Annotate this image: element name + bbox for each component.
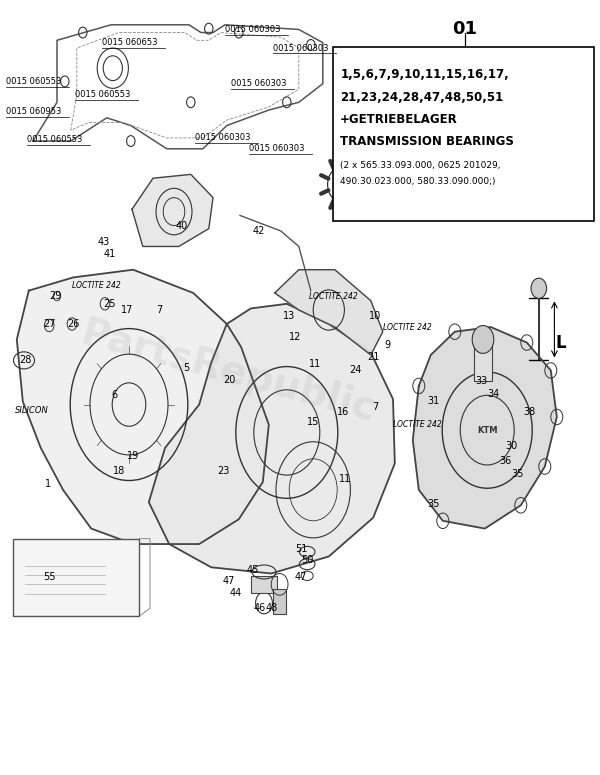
Text: PartsRepublic: PartsRepublic: [76, 315, 380, 429]
Text: LOCTITE 242: LOCTITE 242: [393, 420, 442, 429]
Text: 1: 1: [45, 480, 51, 489]
Text: 0015 060953: 0015 060953: [6, 107, 61, 116]
Text: 28: 28: [19, 356, 31, 365]
Text: 0015 060303: 0015 060303: [225, 25, 281, 34]
Text: 35: 35: [511, 470, 523, 479]
Text: 5: 5: [183, 363, 189, 373]
Circle shape: [531, 278, 547, 298]
Bar: [474, 341, 492, 381]
Text: 12: 12: [289, 332, 301, 342]
Text: 29: 29: [49, 291, 61, 301]
Text: 01: 01: [452, 20, 478, 39]
Text: 21,23,24,28,47,48,50,51: 21,23,24,28,47,48,50,51: [340, 91, 503, 105]
Text: 0015 060303: 0015 060303: [273, 43, 329, 53]
Polygon shape: [17, 270, 269, 544]
Text: 0015 060553: 0015 060553: [75, 90, 130, 99]
Text: 0015 060553: 0015 060553: [27, 135, 82, 144]
Text: (2 x 565.33.093.000, 0625 201029,: (2 x 565.33.093.000, 0625 201029,: [340, 161, 501, 170]
Text: 490.30.023.000, 580.33.090.000;): 490.30.023.000, 580.33.090.000;): [340, 177, 496, 186]
Text: 42: 42: [253, 226, 265, 236]
Text: TRANSMISSION BEARINGS: TRANSMISSION BEARINGS: [340, 135, 514, 148]
Text: 0015 060303: 0015 060303: [231, 79, 287, 88]
Text: 26: 26: [67, 319, 79, 329]
Text: 17: 17: [121, 305, 133, 315]
Text: 20: 20: [223, 375, 235, 384]
Text: 11: 11: [309, 360, 321, 369]
Text: LOCTITE 242: LOCTITE 242: [309, 291, 358, 301]
Polygon shape: [413, 327, 557, 529]
Text: 11: 11: [339, 474, 351, 484]
Text: 21: 21: [367, 352, 379, 361]
Text: SILICON: SILICON: [15, 406, 49, 415]
Text: 51: 51: [295, 544, 307, 553]
Text: 46: 46: [253, 604, 265, 613]
Text: 0015 060303: 0015 060303: [249, 144, 305, 153]
Text: LOCTITE 242: LOCTITE 242: [383, 323, 431, 332]
Text: 23: 23: [217, 467, 229, 476]
Text: 48: 48: [265, 604, 277, 613]
Bar: [13, 539, 139, 616]
Bar: [251, 576, 277, 593]
Text: 18: 18: [113, 467, 125, 476]
Bar: [273, 589, 286, 614]
Text: 50: 50: [301, 555, 313, 564]
Text: 7: 7: [372, 402, 378, 412]
Text: L: L: [556, 333, 566, 352]
Text: 36: 36: [499, 456, 511, 466]
Text: 13: 13: [283, 312, 295, 321]
Text: 15: 15: [307, 418, 319, 427]
Polygon shape: [149, 304, 395, 574]
Text: +GETRIEBELAGER: +GETRIEBELAGER: [340, 113, 458, 126]
Text: 34: 34: [487, 389, 499, 398]
Text: 9: 9: [384, 340, 390, 350]
Text: 55: 55: [43, 573, 55, 582]
Polygon shape: [275, 270, 383, 355]
Text: 0015 060303: 0015 060303: [195, 133, 251, 143]
Text: 0015 060553: 0015 060553: [6, 77, 61, 86]
Text: 27: 27: [43, 319, 55, 329]
Text: 24: 24: [349, 366, 361, 375]
Text: 45: 45: [247, 565, 259, 574]
Text: 40: 40: [175, 222, 187, 231]
Text: 6: 6: [111, 391, 117, 400]
Text: 31: 31: [427, 397, 439, 406]
Text: 41: 41: [103, 250, 115, 259]
Text: 35: 35: [427, 499, 439, 508]
FancyBboxPatch shape: [333, 46, 594, 221]
Text: 43: 43: [97, 237, 109, 246]
Text: 10: 10: [369, 312, 381, 321]
Text: 1,5,6,7,9,10,11,15,16,17,: 1,5,6,7,9,10,11,15,16,17,: [340, 68, 509, 81]
Text: 19: 19: [127, 451, 139, 460]
Text: 38: 38: [523, 408, 535, 417]
Polygon shape: [132, 174, 213, 246]
Circle shape: [472, 326, 494, 353]
Text: 0015 060653: 0015 060653: [102, 38, 157, 47]
Text: 7: 7: [156, 305, 162, 315]
Text: 25: 25: [103, 299, 115, 308]
Text: LOCTITE 242: LOCTITE 242: [72, 281, 121, 290]
Text: 47: 47: [295, 573, 307, 582]
Text: 47: 47: [223, 577, 235, 586]
Text: 16: 16: [337, 408, 349, 417]
Text: KTM: KTM: [477, 425, 497, 435]
Text: 30: 30: [505, 441, 517, 450]
Text: 44: 44: [229, 588, 241, 598]
Text: 33: 33: [475, 377, 487, 386]
